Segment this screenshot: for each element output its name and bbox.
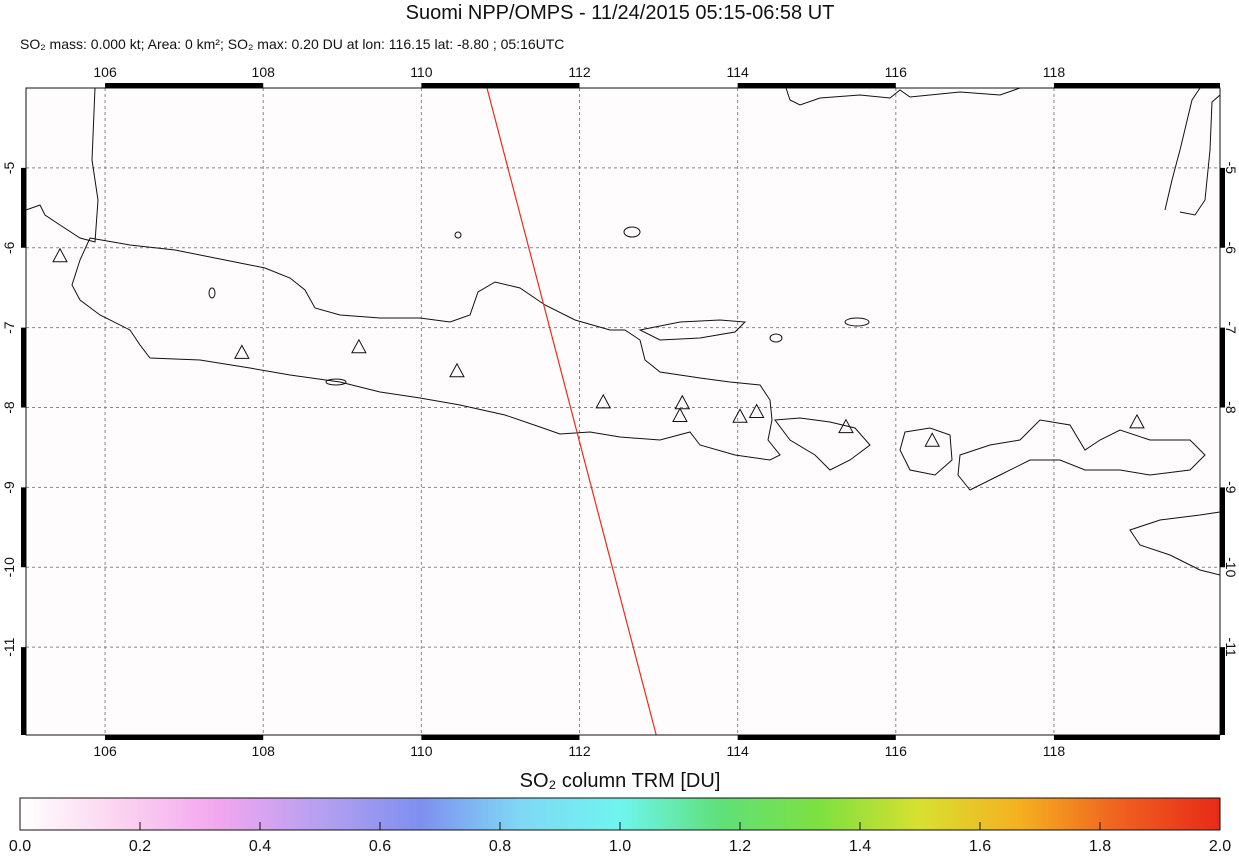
- volcano: [674, 394, 691, 410]
- colorbar-tick-label: 2.0: [1209, 838, 1231, 855]
- frame-bar: [1220, 327, 1225, 408]
- coast-island: [454, 231, 462, 239]
- lon-tick-label: 116: [885, 64, 908, 80]
- coast-java: [71, 237, 781, 461]
- frame-bar: [737, 735, 896, 740]
- lon-tick-label: 114: [726, 64, 749, 80]
- frame-bar: [1220, 167, 1225, 248]
- frame-bar: [21, 167, 26, 248]
- frame-bar: [21, 487, 26, 568]
- lat-tick-label: -5: [1223, 162, 1239, 175]
- lat-tick-label: -9: [1, 481, 17, 494]
- volcano: [351, 338, 367, 354]
- colorbar-ticks: 0.0 0.2 0.4 0.6 0.8 1.0 1.2 1.4 1.6 1.8 2.0: [9, 822, 1231, 855]
- overlay: [52, 87, 1145, 736]
- volcano: [924, 432, 941, 447]
- lat-tick-label: -7: [1223, 321, 1239, 334]
- coast-island: [623, 226, 641, 238]
- lon-tick-label: 118: [1043, 743, 1066, 759]
- lon-tick-label: 108: [252, 64, 276, 80]
- coast-island: [769, 333, 783, 343]
- colorbar-tick-label: 1.0: [609, 838, 631, 855]
- colorbar-tick-label: 1.2: [729, 838, 751, 855]
- lon-tick-label: 114: [726, 743, 749, 759]
- volcano: [732, 408, 748, 423]
- coast-sumatra: [25, 87, 99, 243]
- frame-ticks: [21, 83, 1225, 740]
- lat-tick-label: -6: [1223, 242, 1239, 255]
- lon-tick-label: 110: [410, 64, 433, 80]
- frame-bar: [21, 647, 26, 735]
- coast-island: [208, 287, 216, 299]
- frame-bar: [1053, 735, 1220, 740]
- lon-tick-label: 118: [1043, 64, 1066, 80]
- volcano: [52, 247, 68, 263]
- coast-borneo: [785, 87, 1021, 106]
- frame-bar: [1053, 83, 1220, 88]
- volcano: [1129, 413, 1145, 429]
- lon-tick-label: 116: [885, 743, 908, 759]
- coast-sumbawa: [957, 419, 1206, 491]
- coast-madura: [638, 319, 747, 341]
- colorbar-tick-label: 1.6: [969, 838, 991, 855]
- lon-tick-label: 112: [568, 743, 591, 759]
- lon-tick-label: 106: [93, 64, 117, 80]
- volcano: [672, 407, 688, 422]
- colorbar-tick-label: 0.0: [9, 838, 31, 855]
- colorbar-tick-label: 0.4: [249, 838, 271, 855]
- colorbar-label: SO₂ column TRM [DU]: [520, 770, 721, 792]
- frame-bar: [105, 83, 264, 88]
- colorbar-tick-label: 0.6: [369, 838, 391, 855]
- lon-tick-label: 110: [410, 743, 433, 759]
- frame-bar: [105, 735, 264, 740]
- subtitle: SO₂ mass: 0.000 kt; Area: 0 km²; SO₂ max…: [20, 36, 564, 52]
- volcano: [838, 418, 854, 434]
- coast-island: [844, 317, 870, 327]
- lat-tick-label: -5: [1, 161, 17, 174]
- frame-bar: [21, 327, 26, 408]
- volcano: [748, 403, 765, 418]
- volcano: [595, 393, 612, 409]
- lat-tick-label: -7: [1, 321, 17, 334]
- colorbar-tick-label: 1.8: [1089, 838, 1111, 855]
- orbit-track: [486, 87, 657, 736]
- lon-tick-label: 108: [252, 743, 276, 759]
- coast-sulawesi: [1164, 87, 1221, 216]
- frame-bar: [421, 83, 580, 88]
- volcano: [234, 344, 250, 359]
- lat-tick-label: -6: [1, 241, 17, 254]
- colorbar-tick-label: 0.2: [129, 838, 151, 855]
- grid: [26, 88, 1220, 735]
- volcano: [449, 362, 465, 378]
- lat-tick-label: -9: [1223, 481, 1239, 494]
- lat-tick-label: -10: [1223, 557, 1239, 577]
- lat-tick-label: -11: [1, 637, 17, 656]
- coast-island: [325, 378, 347, 386]
- colorbar-tick-label: 1.4: [849, 838, 871, 855]
- frame-bar: [1220, 647, 1225, 735]
- frame-bar: [737, 83, 896, 88]
- map-background: [26, 88, 1220, 735]
- lat-tick-label: -8: [1223, 401, 1239, 414]
- title: Suomi NPP/OMPS - 11/24/2015 05:15-06:58 …: [406, 2, 835, 24]
- lat-tick-label: -8: [1, 401, 17, 414]
- coast-lombok: [899, 427, 953, 476]
- lat-tick-label: -11: [1223, 638, 1239, 657]
- colorbar-tick-label: 0.8: [489, 838, 511, 855]
- lon-tick-label: 112: [568, 64, 591, 80]
- lon-tick-label: 106: [93, 743, 117, 759]
- coast-bali: [774, 417, 871, 471]
- lat-tick-label: -10: [1, 557, 17, 577]
- map-frame: [25, 87, 1221, 736]
- frame-bar: [1220, 487, 1225, 568]
- frame-bar: [421, 735, 580, 740]
